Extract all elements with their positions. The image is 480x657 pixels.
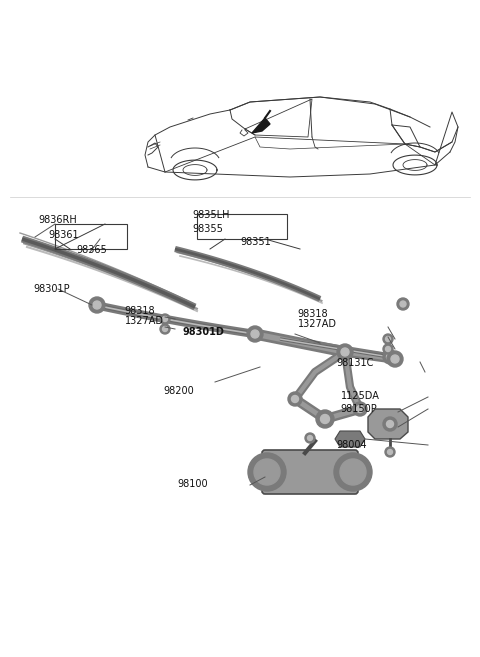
Circle shape <box>163 327 168 332</box>
Circle shape <box>383 344 393 354</box>
Circle shape <box>254 459 280 485</box>
Text: 98301P: 98301P <box>34 284 70 294</box>
Text: 1327AD: 1327AD <box>298 319 336 329</box>
Circle shape <box>305 433 315 443</box>
Circle shape <box>93 301 101 309</box>
Circle shape <box>387 351 403 367</box>
FancyBboxPatch shape <box>262 450 358 494</box>
Text: 98150P: 98150P <box>341 403 378 414</box>
Text: 98200: 98200 <box>163 386 194 396</box>
Circle shape <box>385 346 391 351</box>
Circle shape <box>251 330 259 338</box>
Circle shape <box>383 334 393 344</box>
Polygon shape <box>368 409 408 439</box>
Circle shape <box>397 298 409 310</box>
Circle shape <box>386 420 394 428</box>
Text: 98131C: 98131C <box>336 358 373 369</box>
Circle shape <box>247 326 263 342</box>
Text: 98004: 98004 <box>336 440 367 450</box>
Circle shape <box>89 297 105 313</box>
Circle shape <box>400 301 406 307</box>
Text: 9836RH: 9836RH <box>38 215 77 225</box>
Circle shape <box>160 324 170 334</box>
Polygon shape <box>252 118 270 133</box>
Circle shape <box>163 317 168 321</box>
Circle shape <box>308 436 312 440</box>
Circle shape <box>357 405 363 413</box>
Text: 98351: 98351 <box>240 237 271 247</box>
Circle shape <box>321 415 329 424</box>
Circle shape <box>353 402 367 416</box>
Circle shape <box>160 314 170 324</box>
Text: 1125DA: 1125DA <box>341 391 380 401</box>
Circle shape <box>337 344 353 360</box>
Circle shape <box>248 453 286 491</box>
Circle shape <box>288 392 302 406</box>
Text: 98100: 98100 <box>178 478 208 489</box>
Polygon shape <box>335 431 365 447</box>
Circle shape <box>386 353 394 361</box>
Text: 98318: 98318 <box>298 309 328 319</box>
Circle shape <box>316 410 334 428</box>
Circle shape <box>291 396 299 403</box>
Text: 98355: 98355 <box>192 223 223 234</box>
Text: 98318: 98318 <box>125 306 156 316</box>
Circle shape <box>387 449 393 455</box>
Text: 98361: 98361 <box>48 229 79 240</box>
Text: 1327AD: 1327AD <box>125 315 164 326</box>
Circle shape <box>383 417 397 431</box>
Circle shape <box>385 447 395 457</box>
Circle shape <box>340 459 366 485</box>
Text: 9835LH: 9835LH <box>192 210 229 221</box>
Circle shape <box>341 348 349 356</box>
Text: 98365: 98365 <box>77 244 108 255</box>
Text: 98301D: 98301D <box>182 327 224 338</box>
Circle shape <box>391 355 399 363</box>
Circle shape <box>385 336 391 342</box>
Circle shape <box>383 350 397 364</box>
Circle shape <box>334 453 372 491</box>
